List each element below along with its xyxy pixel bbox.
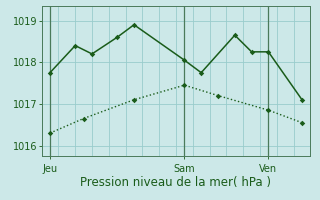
X-axis label: Pression niveau de la mer( hPa ): Pression niveau de la mer( hPa ) xyxy=(81,176,271,189)
